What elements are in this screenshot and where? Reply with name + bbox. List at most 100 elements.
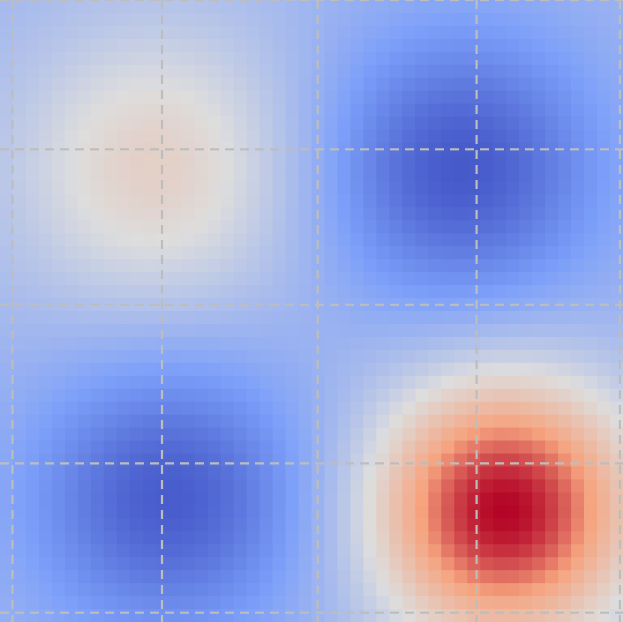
heatmap-cell	[545, 557, 559, 571]
heatmap-cell	[207, 194, 222, 208]
heatmap-cell	[545, 90, 559, 105]
heatmap-cell	[324, 155, 339, 170]
heatmap-cell	[259, 492, 274, 506]
heatmap-cell	[298, 12, 313, 27]
heatmap-cell	[0, 246, 14, 260]
heatmap-cell	[77, 0, 92, 14]
heatmap-cell	[389, 103, 403, 118]
heatmap-cell	[467, 427, 481, 442]
heatmap-cell	[259, 362, 274, 377]
heatmap-cell	[64, 51, 79, 66]
heatmap-cell	[441, 207, 455, 221]
heatmap-cell	[337, 414, 352, 429]
heatmap-cell	[415, 220, 429, 234]
heatmap-cell	[376, 401, 390, 416]
heatmap-cell	[116, 129, 131, 144]
heatmap-cell	[454, 323, 468, 338]
heatmap-cell	[545, 298, 559, 312]
heatmap-cell	[194, 116, 209, 131]
heatmap-cell	[480, 207, 494, 221]
heatmap-cell	[480, 311, 494, 325]
heatmap-cell	[129, 64, 144, 79]
heatmap-cell	[90, 285, 105, 299]
heatmap-cell	[38, 492, 53, 506]
heatmap-cell	[246, 272, 261, 286]
heatmap-cell	[532, 440, 546, 455]
heatmap-cell	[77, 233, 92, 247]
heatmap-cell	[207, 90, 222, 105]
heatmap-cell	[51, 596, 66, 610]
heatmap-cell	[532, 453, 546, 468]
heatmap-cell	[428, 38, 442, 53]
heatmap-cell	[129, 311, 144, 325]
heatmap-cell	[38, 233, 53, 247]
heatmap-cell	[545, 38, 559, 53]
heatmap-cell	[298, 466, 313, 481]
heatmap-cell	[454, 298, 468, 312]
heatmap-cell	[415, 609, 429, 622]
heatmap-cell	[233, 453, 248, 468]
heatmap-cell	[415, 570, 429, 584]
heatmap-cell	[376, 427, 390, 442]
heatmap-cell	[298, 38, 313, 53]
heatmap-cell	[220, 25, 235, 40]
heatmap-cell	[194, 272, 209, 286]
heatmap-cell	[25, 12, 40, 27]
heatmap-cell	[194, 414, 209, 429]
heatmap-cell	[103, 323, 118, 338]
heatmap-cell	[103, 375, 118, 390]
heatmap-cell	[558, 336, 572, 351]
heatmap-cell	[584, 12, 598, 27]
heatmap-cell	[532, 505, 546, 519]
heatmap-cell	[363, 207, 377, 221]
heatmap-cell	[415, 181, 429, 195]
heatmap-cell	[142, 453, 157, 468]
heatmap-cell	[376, 259, 390, 273]
heatmap-cell	[402, 259, 416, 273]
heatmap-cell	[480, 518, 494, 532]
heatmap-cell	[480, 375, 494, 390]
heatmap-cell	[38, 362, 53, 377]
heatmap-cell	[454, 427, 468, 442]
heatmap-cell	[77, 401, 92, 416]
heatmap-cell	[103, 77, 118, 92]
heatmap-cell	[402, 116, 416, 131]
heatmap-cell	[51, 90, 66, 105]
heatmap-cell	[519, 544, 533, 558]
heatmap-cell	[363, 12, 377, 27]
heatmap-cell	[181, 77, 196, 92]
heatmap-cell	[350, 453, 365, 468]
heatmap-cell	[12, 246, 27, 260]
heatmap-cell	[467, 453, 481, 468]
heatmap-cell	[324, 25, 339, 40]
heatmap-cell	[142, 207, 157, 221]
heatmap-cell	[116, 609, 131, 622]
heatmap-cell	[558, 414, 572, 429]
heatmap-cell	[51, 609, 66, 622]
heatmap-cell	[493, 194, 507, 208]
heatmap-cell	[142, 311, 157, 325]
heatmap-cell	[597, 427, 611, 442]
heatmap-cell	[103, 518, 118, 532]
heatmap-cell	[298, 181, 313, 195]
heatmap-cell	[168, 129, 183, 144]
heatmap-cell	[77, 64, 92, 79]
heatmap-cell	[480, 259, 494, 273]
heatmap-cell	[532, 323, 546, 338]
heatmap-cell	[259, 168, 274, 183]
heatmap-cell	[77, 259, 92, 273]
heatmap-cell	[428, 505, 442, 519]
heatmap-cell	[441, 103, 455, 118]
heatmap-cell	[64, 246, 79, 260]
heatmap-cell	[493, 505, 507, 519]
heatmap-cell	[454, 609, 468, 622]
heatmap-cell	[493, 272, 507, 286]
heatmap-cell	[597, 0, 611, 14]
heatmap-cell	[610, 129, 623, 144]
heatmap-cell	[545, 466, 559, 481]
heatmap-cell	[558, 168, 572, 183]
heatmap-cell	[350, 103, 365, 118]
heatmap-cell	[467, 246, 481, 260]
heatmap-cell	[350, 38, 365, 53]
heatmap-cell	[64, 116, 79, 131]
